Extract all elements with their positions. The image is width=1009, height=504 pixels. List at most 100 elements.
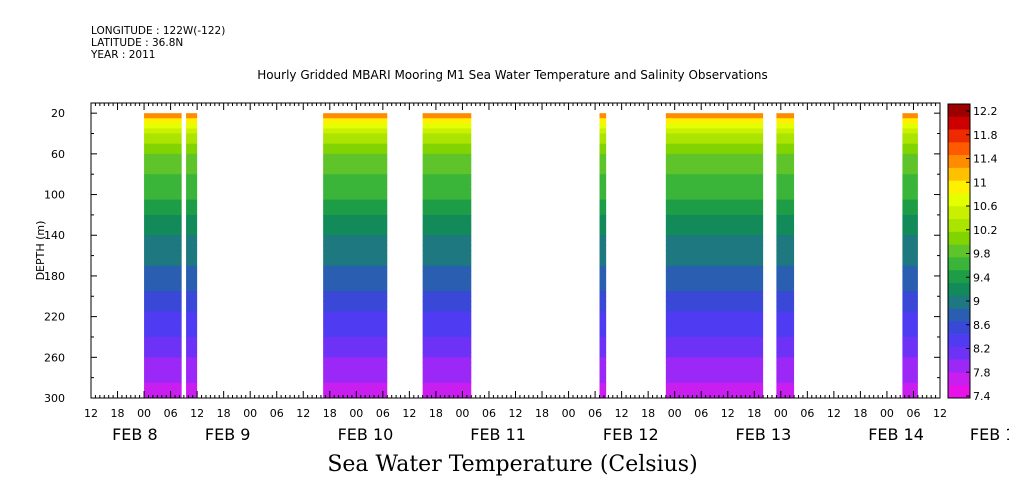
heatmap-cell bbox=[422, 184, 472, 190]
heatmap-cell bbox=[422, 342, 472, 348]
y-axis-label: DEPTH (m) bbox=[34, 221, 47, 281]
heatmap-cell bbox=[902, 291, 918, 297]
heatmap-cell bbox=[776, 240, 795, 246]
colorbar-frame bbox=[947, 103, 971, 399]
heatmap-cell bbox=[599, 377, 607, 384]
heatmap-cell bbox=[665, 194, 764, 201]
heatmap-cell bbox=[422, 352, 472, 358]
heatmap-cell bbox=[422, 164, 472, 170]
heatmap-cell bbox=[323, 225, 388, 231]
heatmap-cell bbox=[186, 164, 198, 170]
heatmap-cell bbox=[186, 352, 198, 358]
y-tick-label: 300 bbox=[44, 392, 65, 405]
colorbar-swatch bbox=[948, 295, 970, 309]
heatmap-cell bbox=[902, 184, 918, 190]
heatmap-cell bbox=[323, 128, 388, 135]
heatmap-cell bbox=[323, 311, 388, 318]
heatmap-cell bbox=[776, 118, 795, 124]
heatmap-cell bbox=[902, 265, 918, 272]
heatmap-cell bbox=[665, 367, 764, 374]
heatmap-cell bbox=[186, 301, 198, 307]
heatmap-cell bbox=[144, 331, 182, 338]
heatmap-cell bbox=[422, 123, 472, 129]
heatmap-cell bbox=[422, 225, 472, 231]
heatmap-cell bbox=[665, 270, 764, 277]
colorbar-label: 8.2 bbox=[973, 343, 991, 356]
heatmap-cell bbox=[186, 128, 198, 135]
heatmap-cell bbox=[902, 143, 918, 150]
heatmap-cell bbox=[902, 138, 918, 145]
heatmap-cell bbox=[422, 245, 472, 251]
heatmap-cell bbox=[665, 204, 764, 211]
heatmap-cell bbox=[776, 260, 795, 267]
heatmap-cell bbox=[422, 133, 472, 140]
heatmap-cell bbox=[665, 281, 764, 287]
x-day-label: FEB 10 bbox=[338, 425, 394, 444]
heatmap-cell bbox=[186, 235, 198, 241]
heatmap-cell bbox=[186, 118, 198, 124]
colorbar-swatch bbox=[948, 219, 970, 233]
heatmap-cell bbox=[144, 189, 182, 196]
heatmap-cell bbox=[665, 387, 764, 394]
heatmap-cell bbox=[599, 357, 607, 363]
heatmap-cell bbox=[323, 174, 388, 180]
heatmap-cell bbox=[144, 245, 182, 251]
colorbar-swatch bbox=[948, 129, 970, 143]
heatmap-cell bbox=[422, 377, 472, 384]
heatmap-cell bbox=[144, 281, 182, 287]
heatmap-cell bbox=[599, 235, 607, 241]
heatmap-cell bbox=[144, 113, 182, 119]
heatmap-cell bbox=[186, 133, 198, 140]
heatmap-cell bbox=[422, 118, 472, 124]
heatmap-cell bbox=[186, 199, 198, 206]
heatmap-cell bbox=[144, 250, 182, 257]
heatmap-cell bbox=[144, 275, 182, 282]
heatmap-cell bbox=[776, 138, 795, 145]
heatmap-cell bbox=[665, 311, 764, 318]
heatmap-cell bbox=[186, 123, 198, 129]
heatmap-cell bbox=[665, 291, 764, 297]
heatmap-cell bbox=[776, 357, 795, 363]
x-tick-label: 00 bbox=[349, 407, 363, 420]
heatmap-cell bbox=[665, 143, 764, 150]
heatmap-cell bbox=[665, 250, 764, 257]
heatmap-cell bbox=[599, 382, 607, 389]
heatmap-cell bbox=[599, 204, 607, 211]
heatmap-cell bbox=[665, 377, 764, 384]
heatmap-cell bbox=[144, 230, 182, 236]
heatmap-cell bbox=[599, 392, 607, 399]
heatmap-cell bbox=[599, 326, 607, 333]
heatmap-cell bbox=[599, 158, 607, 165]
heatmap-cell bbox=[186, 392, 198, 399]
heatmap-cell bbox=[599, 362, 607, 368]
heatmap-cell bbox=[776, 387, 795, 394]
heatmap-cell bbox=[902, 260, 918, 267]
heatmap-cell bbox=[144, 311, 182, 318]
heatmap-cell bbox=[665, 362, 764, 368]
heatmap-cell bbox=[144, 148, 182, 155]
heatmap-cell bbox=[144, 291, 182, 297]
heatmap-cell bbox=[902, 311, 918, 318]
heatmap-cell bbox=[902, 382, 918, 389]
heatmap-cell bbox=[665, 128, 764, 135]
heatmap-cell bbox=[599, 209, 607, 216]
heatmap-cell bbox=[902, 174, 918, 180]
heatmap-cell bbox=[323, 382, 388, 389]
heatmap-cell bbox=[186, 148, 198, 155]
heatmap-cell bbox=[144, 118, 182, 124]
colorbar-label: 9.8 bbox=[973, 248, 991, 261]
heatmap-cell bbox=[422, 387, 472, 394]
heatmap-cell bbox=[323, 138, 388, 145]
heatmap-cell bbox=[665, 265, 764, 272]
heatmap-cell bbox=[902, 179, 918, 185]
heatmap-cell bbox=[422, 214, 472, 221]
heatmap-cell bbox=[902, 128, 918, 135]
heatmap-cell bbox=[599, 306, 607, 313]
heatmap-cell bbox=[902, 270, 918, 277]
colorbar-swatch bbox=[948, 321, 970, 335]
heatmap-cell bbox=[665, 148, 764, 155]
colorbar-label: 11.4 bbox=[973, 153, 998, 166]
heatmap-cell bbox=[422, 362, 472, 368]
heatmap-cell bbox=[422, 204, 472, 211]
